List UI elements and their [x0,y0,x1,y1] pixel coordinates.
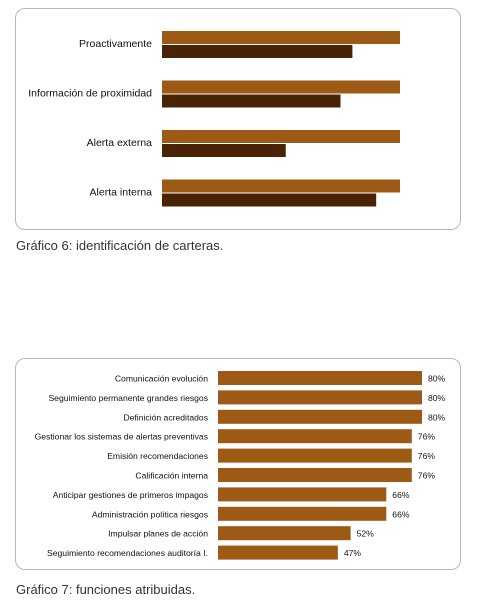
category-label: Administración política riesgos [92,509,208,519]
value-label: 66% [392,509,410,519]
bar [218,487,387,502]
value-label: 76% [418,432,436,442]
category-label: Información de proximidad [28,88,152,100]
bar [218,409,422,424]
bar [218,468,412,482]
value-label: 80% [428,412,446,422]
bar-series-2 [162,45,353,58]
bar-series-1 [162,130,400,143]
bar [218,429,412,444]
category-label: Gestionar los sistemas de alertas preven… [35,432,208,442]
value-label: 76% [418,451,436,461]
bar [218,390,422,405]
chart-caption: Gráfico 7: funciones atribuidas. [16,582,196,597]
chart-caption: Gráfico 6: identificación de carteras. [16,238,224,253]
value-label: 66% [392,490,410,500]
bar-series-2 [162,193,377,207]
bar [218,371,422,385]
bar-series-1 [162,31,400,44]
bar [218,448,412,463]
category-label: Emisión recomendaciones [107,451,208,461]
category-label: Definición acreditados [123,412,208,422]
bar [218,545,338,560]
bar [218,526,351,541]
category-label: Impulsar planes de acción [108,529,208,539]
bar-series-2 [162,94,341,108]
bar-series-1 [162,179,400,193]
bar-series-2 [162,144,286,157]
category-label: Seguimiento permanente grandes riesgos [48,393,208,403]
category-label: Seguimiento recomendaciones auditoría I. [47,548,208,558]
value-label: 80% [428,374,446,384]
category-label: Comunicación evolución [115,374,208,384]
category-label: Alerta externa [87,137,153,149]
value-label: 76% [418,471,436,481]
bar [218,506,387,521]
category-label: Calificación interna [135,471,208,481]
category-label: Proactivamente [79,38,152,50]
category-label: Anticipar gestiones de primeros impagos [53,490,208,500]
category-label: Alerta interna [90,187,153,199]
bar-series-1 [162,80,400,94]
value-label: 52% [357,529,375,539]
value-label: 80% [428,393,446,403]
value-label: 47% [344,548,362,558]
